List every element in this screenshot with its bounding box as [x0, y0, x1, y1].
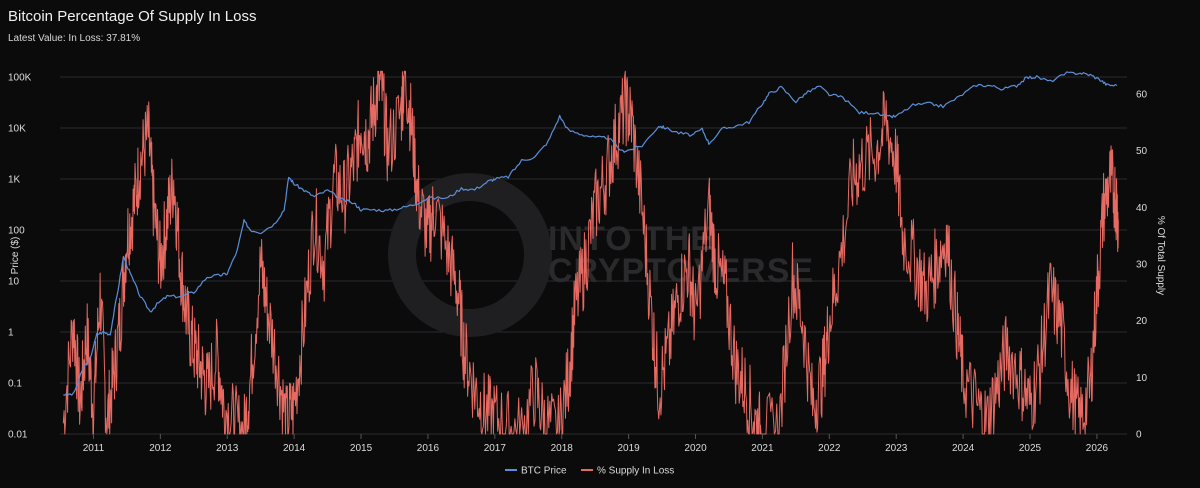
- x-tick-label: 2014: [283, 443, 306, 454]
- watermark-line1: INTO THE: [548, 220, 714, 258]
- left-tick-label: 10K: [8, 124, 26, 135]
- right-axis-label: % Of Total Supply: [1155, 216, 1166, 295]
- watermark-line2: CRYPTOVERSE: [548, 252, 814, 290]
- right-tick-label: 50: [1136, 146, 1148, 157]
- left-tick-label: 100: [8, 226, 25, 237]
- x-tick-label: 2025: [1019, 443, 1042, 454]
- left-axis-label: Price ($): [10, 237, 21, 275]
- x-tick-label: 2026: [1086, 443, 1109, 454]
- watermark-logo: INTO THE CRYPTOVERSE: [388, 173, 814, 337]
- btc-price-line: [63, 71, 1118, 396]
- series-btc-price: [63, 71, 1118, 396]
- left-tick-label: 0.01: [8, 430, 28, 441]
- x-tick-label: 2012: [149, 443, 172, 454]
- right-tick-label: 20: [1136, 316, 1148, 327]
- right-tick-label: 30: [1136, 260, 1148, 271]
- left-tick-label: 10: [8, 277, 20, 288]
- x-tick-label: 2024: [952, 443, 975, 454]
- series-supply-in-loss: [62, 70, 1119, 435]
- left-tick-label: 0.1: [8, 379, 22, 390]
- right-tick-label: 60: [1136, 90, 1148, 101]
- x-tick-label: 2013: [216, 443, 239, 454]
- x-tick-label: 2023: [885, 443, 908, 454]
- right-tick-label: 40: [1136, 203, 1148, 214]
- legend-item-label: % Supply In Loss: [597, 466, 674, 477]
- left-tick-label: 1: [8, 328, 14, 339]
- x-tick-label: 2020: [684, 443, 707, 454]
- chart-subtitle: Latest Value: In Loss: 37.81%: [8, 33, 141, 44]
- x-tick-label: 2011: [83, 443, 105, 454]
- right-tick-label: 0: [1136, 430, 1142, 441]
- x-tick-label: 2017: [484, 443, 507, 454]
- x-tick-label: 2022: [818, 443, 841, 454]
- legend: BTC Price % Supply In Loss: [505, 466, 674, 477]
- chart-title: Bitcoin Percentage Of Supply In Loss: [8, 8, 257, 25]
- right-tick-label: 10: [1136, 373, 1148, 384]
- x-tick-label: 2015: [350, 443, 373, 454]
- left-axis-ticks: 0.01 0.1 1 10 100 1K 10K 100K: [8, 73, 32, 441]
- left-tick-label: 100K: [8, 73, 32, 84]
- left-tick-label: 1K: [8, 175, 21, 186]
- right-axis-ticks: 0 10 20 30 40 50 60: [1136, 90, 1148, 441]
- x-tick-label: 2019: [617, 443, 640, 454]
- grid-lines: [60, 76, 1127, 435]
- x-tick-label: 2018: [551, 443, 574, 454]
- legend-item-label: BTC Price: [521, 466, 567, 477]
- x-tick-label: 2021: [751, 443, 774, 454]
- supply-in-loss-line: [62, 70, 1119, 435]
- x-tick-label: 2016: [417, 443, 440, 454]
- x-axis-ticks: 2011 2012 2013 2014 2015 2016 2017 2018 2019 2020…: [83, 434, 1109, 454]
